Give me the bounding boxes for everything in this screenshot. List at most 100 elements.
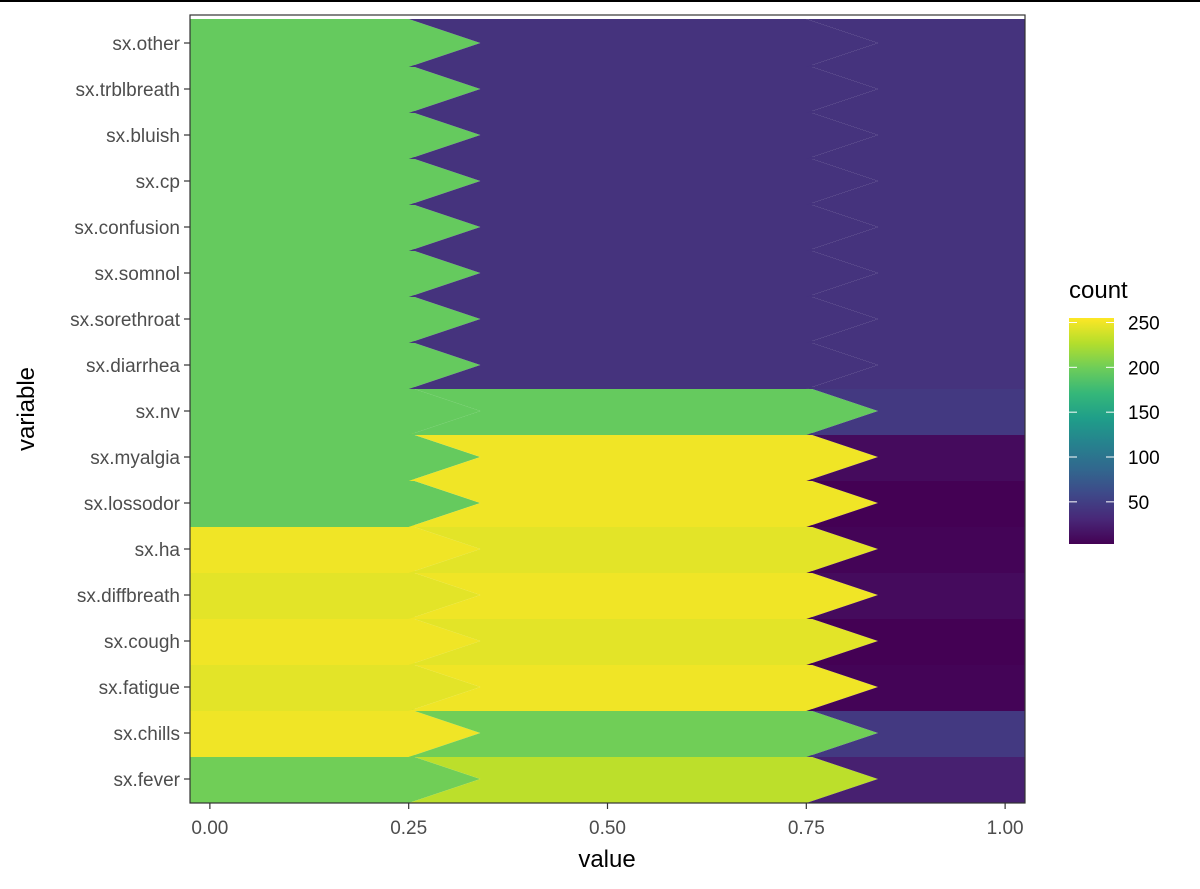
heat-row-sx-somnol bbox=[190, 249, 1025, 297]
y-tick-label: sx.cough bbox=[104, 632, 180, 653]
heat-row-sx-myalgia bbox=[190, 433, 1025, 481]
heat-cell bbox=[806, 341, 1025, 389]
y-tick-label: sx.confusion bbox=[74, 218, 180, 239]
heat-cell bbox=[408, 157, 878, 205]
y-tick-label: sx.nv bbox=[136, 402, 181, 423]
heat-cell bbox=[806, 433, 1025, 481]
heat-cell bbox=[806, 755, 1025, 803]
heat-cell bbox=[190, 479, 481, 527]
heat-cell bbox=[408, 341, 878, 389]
heat-cell bbox=[190, 65, 481, 113]
heat-cell bbox=[806, 479, 1025, 527]
legend-tick-label: 200 bbox=[1128, 358, 1160, 379]
x-tick-label: 0.25 bbox=[390, 818, 427, 839]
heat-cell bbox=[806, 157, 1025, 205]
y-tick-label: sx.sorethroat bbox=[70, 310, 181, 331]
heat-cell bbox=[190, 19, 481, 67]
heat-cell bbox=[190, 433, 481, 481]
legend-colorbar bbox=[1069, 318, 1114, 544]
y-tick-label: sx.fever bbox=[113, 770, 180, 791]
heat-cell bbox=[190, 525, 481, 573]
y-tick-label: sx.trblbreath bbox=[75, 80, 180, 101]
x-tick-label: 1.00 bbox=[987, 818, 1024, 839]
heat-cell bbox=[806, 19, 1025, 67]
legend-tick-label: 250 bbox=[1128, 313, 1160, 334]
heat-cell bbox=[806, 203, 1025, 251]
heat-cell bbox=[408, 755, 878, 803]
heat-cell bbox=[190, 249, 481, 297]
legend-tick-label: 50 bbox=[1128, 493, 1149, 514]
heat-row-sx-cp bbox=[190, 157, 1025, 205]
heat-cell bbox=[806, 387, 1025, 435]
heat-cell bbox=[806, 663, 1025, 711]
heat-cell bbox=[190, 571, 481, 619]
heat-cell bbox=[408, 65, 878, 113]
heat-row-sx-other bbox=[190, 19, 1025, 67]
y-tick-label: sx.ha bbox=[135, 540, 181, 561]
heat-cell bbox=[806, 571, 1025, 619]
y-tick-label: sx.diffbreath bbox=[77, 586, 180, 607]
y-tick-label: sx.chills bbox=[113, 724, 180, 745]
heat-cell bbox=[408, 571, 878, 619]
heat-cell bbox=[408, 203, 878, 251]
heat-row-sx-diarrhea bbox=[190, 341, 1025, 389]
heat-cell bbox=[806, 525, 1025, 573]
heat-cell bbox=[190, 157, 481, 205]
y-axis: sx.fever sx.chills sx.fatigue sx.cough sx.di… bbox=[70, 34, 190, 791]
y-tick-label: sx.other bbox=[112, 34, 180, 55]
heat-cell bbox=[806, 65, 1025, 113]
heat-cell bbox=[408, 479, 878, 527]
x-axis: 0.00 0.25 0.50 0.75 1.00 bbox=[191, 803, 1024, 839]
heat-row-sx-diffbreath bbox=[190, 571, 1025, 619]
y-tick-label: sx.diarrhea bbox=[86, 356, 180, 377]
legend-tick-label: 100 bbox=[1128, 448, 1160, 469]
heat-cell bbox=[190, 341, 481, 389]
heat-cell bbox=[408, 19, 878, 67]
heat-cell bbox=[408, 663, 878, 711]
heat-row-sx-trblbreath bbox=[190, 65, 1025, 113]
heat-cell bbox=[190, 203, 481, 251]
heat-row-sx-nv bbox=[190, 387, 1025, 435]
heat-cell bbox=[806, 111, 1025, 159]
x-tick-label: 0.75 bbox=[788, 818, 825, 839]
heat-cell bbox=[190, 663, 481, 711]
legend: count 50 100 150 200 250 bbox=[1069, 277, 1160, 544]
heat-row-sx-sorethroat bbox=[190, 295, 1025, 343]
y-tick-label: sx.myalgia bbox=[90, 448, 180, 469]
x-tick-label: 0.50 bbox=[589, 818, 626, 839]
heat-row-sx-bluish bbox=[190, 111, 1025, 159]
x-tick-label: 0.00 bbox=[191, 818, 228, 839]
heat-cell bbox=[408, 709, 878, 757]
heat-cell bbox=[190, 755, 481, 803]
heat-cell bbox=[190, 709, 481, 757]
heat-row-sx-chills bbox=[190, 709, 1025, 757]
heat-row-sx-lossodor bbox=[190, 479, 1025, 527]
heat-cell bbox=[190, 111, 481, 159]
heat-row-sx-fatigue bbox=[190, 663, 1025, 711]
heat-cell bbox=[806, 617, 1025, 665]
heat-row-sx-cough bbox=[190, 617, 1025, 665]
x-axis-title: value bbox=[578, 846, 635, 873]
y-tick-label: sx.lossodor bbox=[84, 494, 181, 515]
heat-cell bbox=[806, 249, 1025, 297]
heat-cell bbox=[190, 295, 481, 343]
y-axis-title: variable bbox=[13, 367, 40, 451]
heat-cell bbox=[190, 617, 481, 665]
heatmap-layer bbox=[190, 19, 1025, 803]
heat-cell bbox=[408, 433, 878, 481]
heat-row-sx-confusion bbox=[190, 203, 1025, 251]
y-tick-label: sx.fatigue bbox=[99, 678, 180, 699]
y-tick-label: sx.cp bbox=[136, 172, 180, 193]
legend-tick-label: 150 bbox=[1128, 403, 1160, 424]
heat-cell bbox=[408, 617, 878, 665]
heat-cell bbox=[408, 387, 878, 435]
heat-cell bbox=[408, 525, 878, 573]
heat-row-sx-ha bbox=[190, 525, 1025, 573]
legend-title: count bbox=[1069, 277, 1128, 304]
heat-cell bbox=[806, 709, 1025, 757]
heat-cell bbox=[408, 295, 878, 343]
heat-row-sx-fever bbox=[190, 755, 1025, 803]
y-tick-label: sx.somnol bbox=[94, 264, 180, 285]
y-tick-label: sx.bluish bbox=[106, 126, 180, 147]
